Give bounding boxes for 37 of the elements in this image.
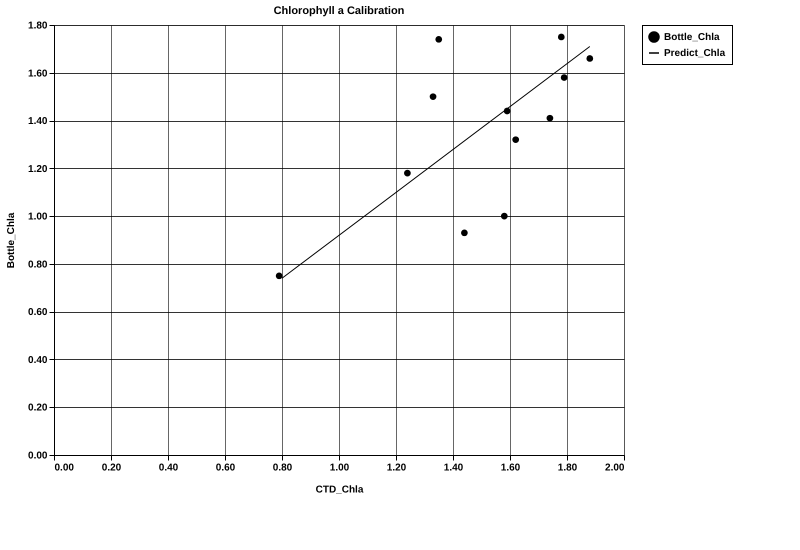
y-tick-label: 0.40: [28, 354, 48, 366]
point: [404, 170, 411, 176]
y-tick-label: 1.80: [28, 20, 48, 32]
point: [435, 36, 442, 43]
y-axis-title: Bottle_Chla: [6, 212, 18, 268]
point: [500, 212, 508, 220]
chart-title: Chlorophyll a Calibration: [274, 5, 405, 17]
point: [512, 136, 520, 144]
y-tick-label: 1.20: [28, 164, 48, 175]
y-tick-label: 0.60: [28, 307, 48, 318]
point: [461, 229, 468, 236]
x-tick-label: 1.60: [500, 462, 521, 474]
y-tick-label: 0.00: [28, 450, 48, 462]
y-tick-label: 0.20: [28, 402, 48, 414]
x-tick-label: 1.40: [444, 462, 464, 474]
legend-label: Predict_Chla: [664, 48, 726, 59]
point: [276, 272, 283, 280]
point: [430, 93, 436, 100]
x-tick-label: 0.40: [158, 462, 179, 474]
y-tick-label: 1.60: [28, 68, 48, 80]
x-axis-title: CTD_Chla: [316, 484, 364, 496]
point: [546, 114, 554, 122]
point: [586, 55, 594, 62]
y-tick-label: 0.80: [28, 259, 48, 270]
x-tick-label: 1.00: [330, 462, 350, 474]
x-tick-label: 0.20: [102, 462, 122, 474]
y-tick-label: 1.40: [28, 116, 48, 128]
x-tick-label: 1.20: [386, 462, 407, 474]
x-tick-label: 0.60: [216, 462, 236, 474]
legend-label: Bottle_Chla: [664, 32, 720, 43]
x-tick-label: 0.00: [54, 462, 74, 474]
x-tick-label: 0.80: [272, 462, 293, 474]
y-tick-label: 1.00: [28, 212, 48, 223]
x-tick-label: 1.80: [558, 462, 578, 474]
point: [560, 74, 568, 81]
x-tick-label: 2.00: [605, 462, 625, 474]
point: [558, 34, 565, 40]
